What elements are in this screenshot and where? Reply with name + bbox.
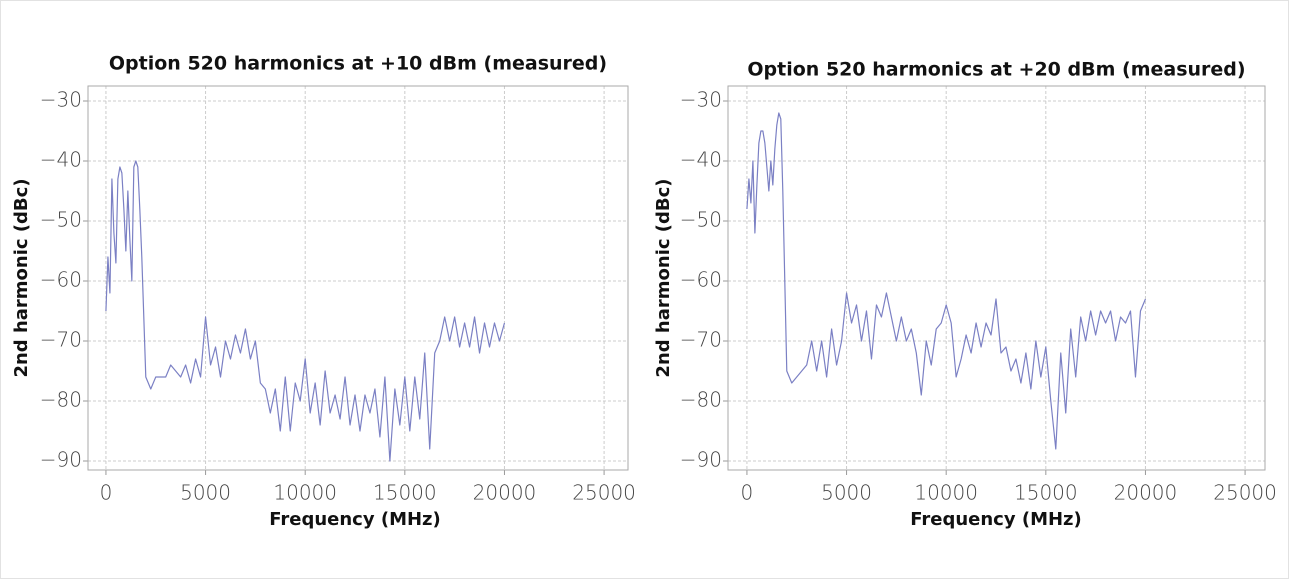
- y-tick-label: −60: [40, 268, 82, 292]
- chart-title: Option 520 harmonics at +10 dBm (measure…: [109, 53, 607, 75]
- x-tick-label: 20000: [473, 481, 537, 505]
- x-axis-label: Frequency (MHz): [269, 509, 441, 530]
- x-tick-label: 5000: [180, 481, 231, 505]
- x-tick-label: 20000: [1114, 481, 1178, 505]
- x-tick-label: 0: [741, 481, 754, 505]
- y-axis-label: 2nd harmonic (dBc): [653, 178, 674, 377]
- x-tick-label: 15000: [373, 481, 437, 505]
- y-tick-label: −80: [680, 388, 722, 412]
- data-line: [105, 160, 506, 462]
- x-tick-label: 0: [100, 481, 113, 505]
- y-tick-label: −60: [680, 268, 722, 292]
- plot-border: [87, 85, 629, 471]
- y-tick-label: −30: [680, 88, 722, 112]
- x-tick-label: 5000: [821, 481, 872, 505]
- y-tick-label: −90: [680, 448, 722, 472]
- x-axis-label: Frequency (MHz): [910, 509, 1082, 530]
- y-tick-label: −30: [40, 88, 82, 112]
- x-tick-label: 25000: [1213, 481, 1277, 505]
- chart-title: Option 520 harmonics at +20 dBm (measure…: [747, 59, 1245, 81]
- x-tick-label: 10000: [914, 481, 978, 505]
- y-axis-label: 2nd harmonic (dBc): [11, 178, 32, 377]
- data-line: [746, 112, 1147, 450]
- y-tick-label: −40: [40, 148, 82, 172]
- y-tick-label: −90: [40, 448, 82, 472]
- plot-border: [727, 85, 1266, 471]
- y-tick-label: −50: [680, 208, 722, 232]
- x-tick-label: 10000: [273, 481, 337, 505]
- y-tick-label: −70: [680, 328, 722, 352]
- y-tick-label: −40: [680, 148, 722, 172]
- y-tick-label: −70: [40, 328, 82, 352]
- x-tick-label: 15000: [1014, 481, 1078, 505]
- y-tick-label: −50: [40, 208, 82, 232]
- y-tick-label: −80: [40, 388, 82, 412]
- x-tick-label: 25000: [572, 481, 636, 505]
